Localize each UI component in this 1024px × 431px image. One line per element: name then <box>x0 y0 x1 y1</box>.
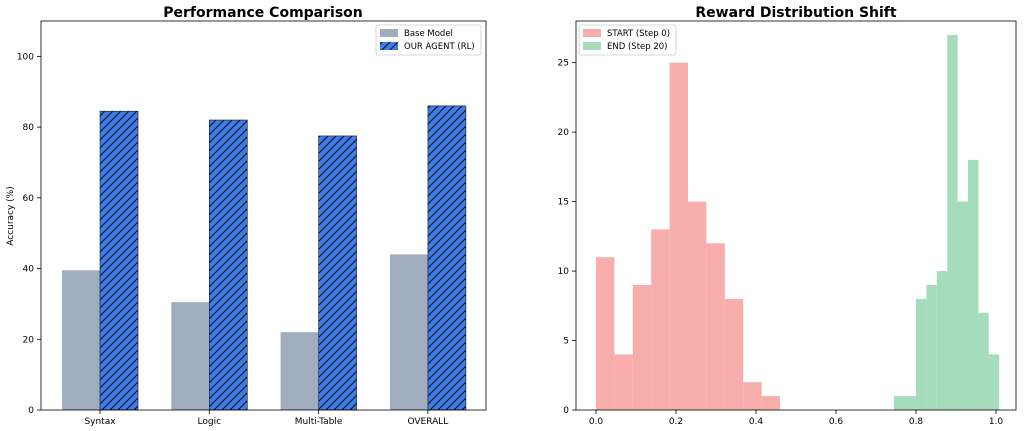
performance-comparison-chart: Performance Comparison Accuracy (%) 0 20 4… <box>6 5 487 427</box>
y-axis-label: Accuracy (%) <box>6 186 16 246</box>
legend-box <box>578 24 677 56</box>
reward-distribution-chart: Reward Distribution Shift 0 5 10 15 20 25 0.0… <box>558 5 1017 427</box>
y-tick-label: 5 <box>563 337 569 347</box>
y-tick-label: 10 <box>558 267 570 277</box>
histogram-bin-end <box>936 271 948 410</box>
x-tick-label: 0.0 <box>589 417 604 427</box>
chart-title: Performance Comparison <box>163 5 363 21</box>
histogram-bin-start <box>614 354 633 410</box>
y-tick-label: 25 <box>558 59 569 69</box>
y-tick-label: 0 <box>28 406 34 416</box>
y-tick-label: 80 <box>23 123 35 133</box>
y-tick-label: 100 <box>17 52 34 62</box>
plot-frame <box>575 20 1017 411</box>
histogram-bin-start <box>688 201 707 410</box>
legend: Base Model OUR AGENT (RL) <box>375 24 482 56</box>
x-tick-label: Syntax <box>84 417 116 427</box>
chart-title: Reward Distribution Shift <box>695 5 896 21</box>
y-tick-label: 20 <box>23 335 35 345</box>
legend-swatch-end <box>583 42 601 50</box>
y-tick-label: 40 <box>23 265 35 275</box>
histogram-bin-start <box>669 62 688 411</box>
histogram-bin-end <box>957 201 968 410</box>
x-tick-label: 0.2 <box>669 417 683 427</box>
bar-our-agent <box>209 119 248 411</box>
legend-label-base-model: Base Model <box>404 29 453 39</box>
histogram-bin-start <box>651 229 670 410</box>
y-axis-ticks: 0 20 40 60 80 100 <box>17 52 41 416</box>
bar-our-agent <box>318 135 357 411</box>
bar-base-model <box>389 254 428 410</box>
y-tick-label: 60 <box>23 194 35 204</box>
x-axis-ticks: 0.0 0.2 0.4 0.6 0.8 1.0 <box>589 410 1004 427</box>
x-tick-label: Multi-Table <box>295 417 343 427</box>
histogram-bin-start <box>596 257 615 410</box>
x-tick-label: OVERALL <box>407 417 448 427</box>
legend-swatch-base-model <box>380 29 398 37</box>
histogram-bin-end <box>968 159 979 410</box>
histogram-bin-end <box>978 312 989 410</box>
bar-base-model <box>62 270 100 410</box>
histogram-bin-end <box>894 396 916 410</box>
histogram-bin-start <box>724 298 744 410</box>
histogram-bins <box>596 34 1000 411</box>
x-axis-ticks: Syntax Logic Multi-Table OVERALL <box>84 410 448 427</box>
histogram-bin-end <box>947 34 958 411</box>
y-tick-label: 0 <box>563 406 569 416</box>
plot-frame <box>40 20 487 411</box>
y-tick-label: 20 <box>558 128 570 138</box>
x-tick-label: 1.0 <box>989 417 1004 427</box>
x-tick-label: 0.8 <box>909 417 924 427</box>
legend-label-our-agent: OUR AGENT (RL) <box>404 42 475 52</box>
bar-our-agent <box>427 105 467 411</box>
legend: START (Step 0) END (Step 20) <box>578 24 677 56</box>
y-axis-ticks: 0 5 10 15 20 25 <box>558 59 576 416</box>
x-tick-label: 0.6 <box>829 417 844 427</box>
histogram-bin-end <box>916 298 927 410</box>
bar-base-model <box>280 332 319 410</box>
histogram-bin-end <box>988 354 1000 410</box>
histogram-bin-start <box>761 396 780 410</box>
x-tick-label: 0.4 <box>749 417 764 427</box>
bar-base-model <box>171 302 210 410</box>
histogram-bin-start <box>632 284 652 410</box>
histogram-bin-start <box>706 243 725 410</box>
legend-box <box>375 24 482 56</box>
y-tick-label: 15 <box>558 198 569 208</box>
legend-label-end: END (Step 20) <box>607 42 667 52</box>
bars <box>62 105 467 411</box>
x-tick-label: Logic <box>198 417 222 427</box>
legend-label-start: START (Step 0) <box>607 29 670 39</box>
bar-our-agent <box>99 110 139 411</box>
histogram-bin-start <box>743 382 762 410</box>
histogram-bin-end <box>926 284 937 410</box>
legend-swatch-start <box>583 29 601 37</box>
legend-swatch-our-agent <box>380 42 398 50</box>
